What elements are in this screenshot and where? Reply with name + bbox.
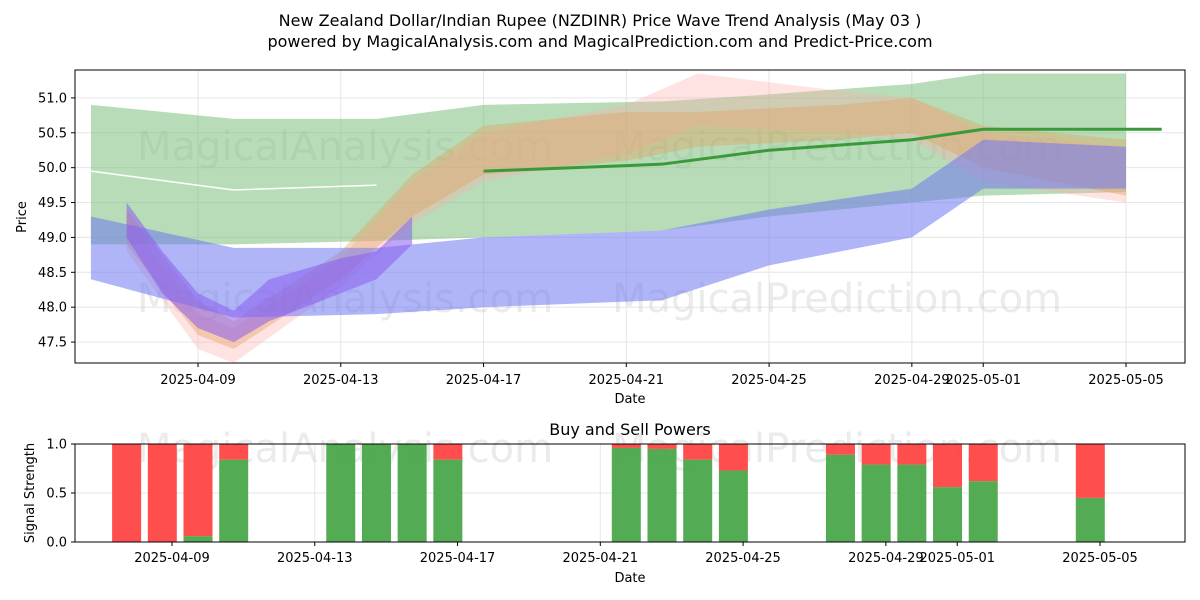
- buy-power-bar: [718, 470, 748, 542]
- price-axes-frame: [74, 69, 1186, 364]
- power-ytick-label: 1.0: [46, 438, 67, 453]
- sell-power-bar: [647, 444, 677, 449]
- sell-power-bar: [933, 444, 963, 488]
- power-y-label: Signal Strength: [23, 443, 38, 543]
- price-ytick-label: 48.0: [38, 301, 67, 316]
- buy-power-bar: [825, 454, 855, 542]
- price-ytick-label: 48.5: [38, 266, 67, 281]
- power-x-label: Date: [614, 571, 645, 586]
- sell-power-bar: [219, 444, 249, 460]
- price-ytick-label: 49.5: [38, 196, 67, 211]
- sell-power-bar: [1075, 444, 1105, 498]
- sell-power-bar: [718, 444, 748, 471]
- power-xtick-label: 2025-04-25: [705, 551, 781, 566]
- price-x-label: Date: [614, 392, 645, 407]
- power-xtick-label: 2025-04-13: [277, 551, 353, 566]
- buy-power-bar: [219, 459, 249, 542]
- power-xtick-label: 2025-04-21: [563, 551, 639, 566]
- power-xtick-label: 2025-05-01: [919, 551, 995, 566]
- price-xtick-label: 2025-05-05: [1088, 373, 1164, 388]
- buy-power-bar: [361, 444, 391, 542]
- price-xtick-label: 2025-04-29: [874, 373, 950, 388]
- power-ytick-label: 0.0: [46, 536, 67, 551]
- chart-subtitle: powered by MagicalAnalysis.com and Magic…: [267, 32, 932, 51]
- price-y-label: Price: [15, 201, 30, 233]
- sell-power-bar: [147, 444, 177, 542]
- buy-power-bar: [433, 459, 463, 542]
- buy-power-bar: [683, 459, 713, 542]
- price-ytick-label: 47.5: [38, 336, 67, 351]
- power-xtick-label: 2025-04-29: [848, 551, 924, 566]
- price-ytick-label: 49.0: [38, 231, 67, 246]
- price-line-trend: [483, 127, 1162, 173]
- power-y-ticks: 0.0 0.5 1.0: [46, 438, 75, 551]
- power-title: Buy and Sell Powers: [549, 420, 711, 439]
- buy-power-bar: [326, 444, 356, 542]
- price-line-white: [90, 170, 377, 191]
- buy-power-bar: [647, 448, 677, 542]
- power-ytick-label: 0.5: [46, 487, 67, 502]
- sell-power-bar: [611, 444, 641, 448]
- sell-power-bar: [183, 444, 213, 537]
- price-xtick-label: 2025-04-13: [303, 373, 379, 388]
- price-xtick-label: 2025-05-01: [945, 373, 1021, 388]
- price-xtick-label: 2025-04-25: [731, 373, 807, 388]
- power-xtick-label: 2025-04-17: [420, 551, 496, 566]
- price-xtick-label: 2025-04-21: [589, 373, 665, 388]
- price-ytick-label: 51.0: [38, 91, 67, 106]
- buy-power-bar: [397, 444, 427, 542]
- power-bars: [112, 444, 1105, 542]
- price-ytick-label: 50.5: [38, 126, 67, 141]
- sell-power-bar: [433, 444, 463, 460]
- sell-power-bar: [112, 444, 142, 542]
- power-xtick-label: 2025-05-05: [1062, 551, 1138, 566]
- price-ytick-label: 50.0: [38, 161, 67, 176]
- power-x-ticks: 2025-04-09 2025-04-13 2025-04-17 2025-04-21…: [134, 542, 1138, 566]
- price-band-purple: [126, 202, 413, 343]
- price-lines: [90, 127, 1162, 191]
- sell-power-bar: [861, 444, 891, 465]
- sell-power-bar: [683, 444, 713, 460]
- price-bands: [90, 73, 1127, 363]
- price-panel: MagicalAnalysis.com MagicalPrediction.co…: [15, 69, 1186, 407]
- power-panel: Buy and Sell Powers MagicalAnalysis.com …: [23, 420, 1186, 586]
- price-x-ticks: 2025-04-09 2025-04-13 2025-04-17 2025-04-21…: [160, 363, 1164, 388]
- buy-power-bar: [861, 464, 891, 542]
- buy-power-bar: [968, 481, 998, 542]
- price-y-ticks: 47.5 48.0 48.5 49.0 49.5 50.0 50.5 51.0: [38, 91, 75, 351]
- sell-power-bar: [968, 444, 998, 482]
- sell-power-bar: [897, 444, 927, 465]
- buy-power-bar: [897, 464, 927, 542]
- sell-power-bar: [825, 444, 855, 455]
- chart-title: New Zealand Dollar/Indian Rupee (NZDINR)…: [279, 11, 922, 30]
- buy-power-bar: [611, 447, 641, 542]
- buy-power-bar: [1075, 497, 1105, 542]
- price-xtick-label: 2025-04-17: [446, 373, 522, 388]
- buy-power-bar: [183, 536, 213, 542]
- price-xtick-label: 2025-04-09: [160, 373, 236, 388]
- buy-power-bar: [933, 487, 963, 542]
- power-xtick-label: 2025-04-09: [134, 551, 210, 566]
